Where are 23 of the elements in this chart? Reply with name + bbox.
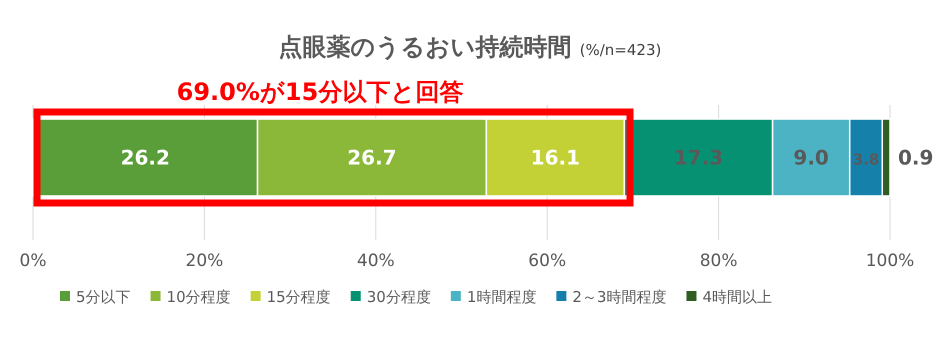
text: 26.7 (347, 146, 397, 170)
x-tick-label: 100% (866, 251, 914, 272)
legend-label: 10分程度 (166, 288, 231, 306)
x-tick-label: 40% (356, 251, 395, 272)
legend-label: 30分程度 (366, 288, 431, 306)
annotation: 69.0%が15分以下と回答 (176, 78, 464, 106)
x-tick-label: 60% (528, 251, 566, 272)
text: 26.2 (120, 146, 170, 170)
text: 3.8 (852, 150, 880, 168)
legend-label: 15分程度 (266, 288, 331, 306)
chart-subtitle: (%/n=423) (580, 41, 662, 59)
x-tick-label: 20% (186, 251, 224, 272)
text: 9.0 (793, 146, 829, 170)
text: 16.1 (530, 146, 580, 170)
legend-label: 4時間以上 (702, 288, 772, 306)
chart-title: 点眼薬のうるおい持続時間 (278, 33, 572, 61)
x-tick-label: 80% (700, 251, 738, 272)
text: 17.3 (674, 146, 724, 170)
legend-label: 1時間程度 (466, 288, 536, 306)
legend-label: 2～3時間程度 (572, 288, 666, 306)
legend-label: 5分以下 (76, 288, 131, 306)
text: 0.9 (898, 146, 934, 170)
x-tick-label: 0% (20, 251, 46, 272)
